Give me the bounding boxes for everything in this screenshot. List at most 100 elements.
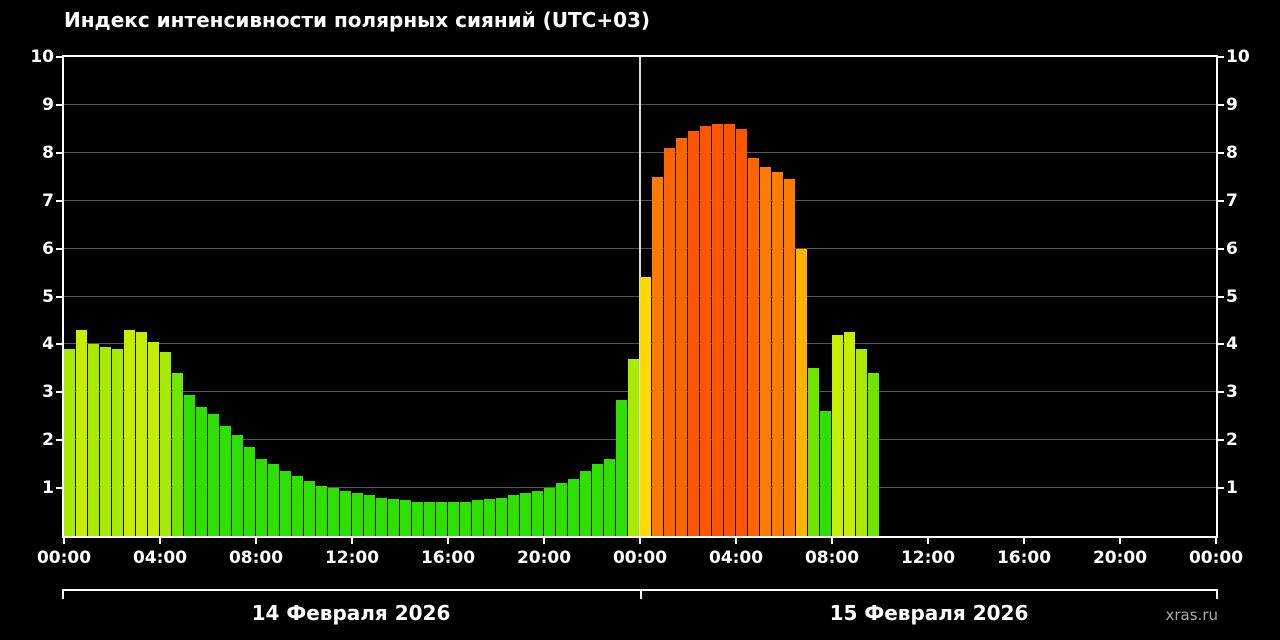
x-axis-tick-label: 04:00 <box>708 548 764 568</box>
x-axis-tick <box>735 538 737 544</box>
x-axis-tick-label: 12:00 <box>900 548 956 568</box>
y-axis-label-left: 5 <box>42 286 54 307</box>
day-label: 14 Февраля 2026 <box>251 601 451 625</box>
y-axis-tick-right <box>1218 199 1224 202</box>
y-axis-label-right: 9 <box>1226 94 1238 115</box>
y-axis-label-left: 9 <box>42 94 54 115</box>
y-axis-tick-right <box>1218 439 1224 442</box>
bar <box>796 248 807 536</box>
x-axis-tick-label: 00:00 <box>1188 548 1244 568</box>
day-separator-tick <box>1216 589 1218 599</box>
y-axis-label-right: 7 <box>1226 190 1238 211</box>
x-axis-tick-label: 08:00 <box>228 548 284 568</box>
chart-title: Индекс интенсивности полярных сияний (UT… <box>64 8 651 32</box>
bar <box>424 502 435 536</box>
y-axis-label-right: 2 <box>1226 430 1238 451</box>
bar <box>628 358 639 536</box>
x-axis-tick-label: 00:00 <box>36 548 92 568</box>
x-axis-tick <box>159 538 161 544</box>
y-axis-tick-left <box>56 487 62 490</box>
bar <box>772 171 783 536</box>
bar <box>652 176 663 536</box>
x-axis-tick <box>543 538 545 544</box>
bar <box>292 476 303 536</box>
y-axis-label-right: 1 <box>1226 478 1238 499</box>
bar <box>340 490 351 536</box>
bar <box>64 349 75 536</box>
bar <box>184 394 195 536</box>
bar <box>196 406 207 536</box>
bar <box>268 464 279 536</box>
bar <box>316 485 327 536</box>
y-axis-label-left: 3 <box>42 382 54 403</box>
bar <box>256 459 267 536</box>
bar <box>580 471 591 536</box>
bar <box>568 478 579 536</box>
bar <box>112 349 123 536</box>
y-axis-label-right: 8 <box>1226 142 1238 163</box>
x-axis-tick <box>927 538 929 544</box>
x-axis-tick <box>639 538 641 544</box>
y-axis-label-right: 3 <box>1226 382 1238 403</box>
y-axis-tick-left <box>56 439 62 442</box>
bar <box>328 488 339 536</box>
bar <box>592 464 603 536</box>
bar <box>76 330 87 536</box>
y-axis-tick-right <box>1218 295 1224 298</box>
y-axis-tick-right <box>1218 391 1224 394</box>
bar <box>280 471 291 536</box>
y-axis-tick-right <box>1218 487 1224 490</box>
x-axis-tick <box>447 538 449 544</box>
bar <box>412 501 423 536</box>
y-axis-tick-right <box>1218 56 1224 58</box>
bar <box>820 411 831 536</box>
day-separator-tick <box>62 589 64 599</box>
y-axis-label-right: 10 <box>1226 47 1250 67</box>
bar <box>712 124 723 536</box>
bar <box>688 131 699 536</box>
y-axis-tick-left <box>56 199 62 202</box>
y-axis-label-left: 10 <box>30 47 54 67</box>
x-axis-tick <box>351 538 353 544</box>
bar <box>100 346 111 536</box>
y-axis-label-left: 6 <box>42 238 54 259</box>
y-axis-label-right: 5 <box>1226 286 1238 307</box>
x-axis-tick-label: 00:00 <box>612 548 668 568</box>
x-axis-tick <box>831 538 833 544</box>
bar <box>724 124 735 536</box>
y-axis-tick-left <box>56 103 62 106</box>
y-axis-tick-left <box>56 295 62 298</box>
bar <box>376 497 387 536</box>
bar <box>640 277 651 536</box>
day-separator-tick <box>640 589 642 599</box>
bar <box>664 148 675 536</box>
y-axis-tick-left <box>56 343 62 346</box>
x-axis-tick-label: 20:00 <box>1092 548 1148 568</box>
y-axis-label-left: 2 <box>42 430 54 451</box>
bar <box>700 126 711 536</box>
bar <box>160 351 171 536</box>
bar <box>472 500 483 536</box>
y-axis-tick-left <box>56 151 62 154</box>
bar <box>508 495 519 536</box>
bar <box>364 495 375 536</box>
x-axis-tick-label: 12:00 <box>324 548 380 568</box>
bar <box>388 498 399 536</box>
y-axis-label-right: 4 <box>1226 334 1238 355</box>
bar <box>784 179 795 536</box>
x-axis-tick <box>1023 538 1025 544</box>
bar <box>352 492 363 536</box>
bar <box>88 344 99 536</box>
y-axis-tick-left <box>56 56 62 58</box>
bar <box>208 413 219 536</box>
y-axis-tick-right <box>1218 151 1224 154</box>
x-axis-tick-label: 16:00 <box>420 548 476 568</box>
plot-area <box>62 55 1218 538</box>
y-axis-label-left: 8 <box>42 142 54 163</box>
bar <box>832 334 843 536</box>
bar <box>604 459 615 536</box>
x-axis-tick <box>63 538 65 544</box>
bar <box>244 447 255 536</box>
x-axis-tick-label: 04:00 <box>132 548 188 568</box>
